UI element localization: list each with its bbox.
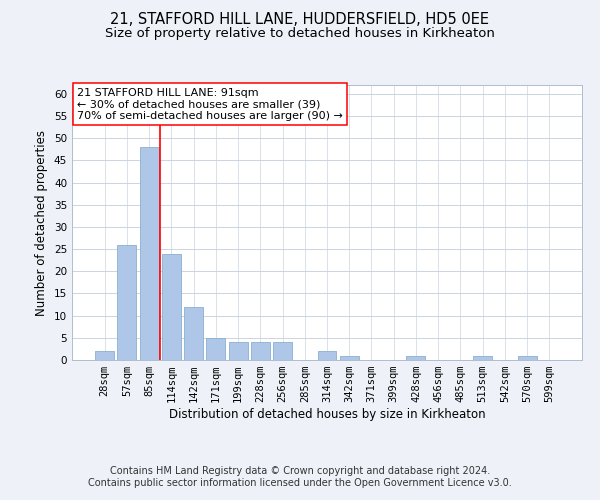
Bar <box>206 338 225 360</box>
Bar <box>317 351 337 360</box>
Bar <box>184 307 203 360</box>
Bar <box>473 356 492 360</box>
Bar <box>273 342 292 360</box>
Bar <box>229 342 248 360</box>
Text: 21, STAFFORD HILL LANE, HUDDERSFIELD, HD5 0EE: 21, STAFFORD HILL LANE, HUDDERSFIELD, HD… <box>110 12 490 28</box>
Text: 21 STAFFORD HILL LANE: 91sqm
← 30% of detached houses are smaller (39)
70% of se: 21 STAFFORD HILL LANE: 91sqm ← 30% of de… <box>77 88 343 121</box>
Bar <box>95 351 114 360</box>
X-axis label: Distribution of detached houses by size in Kirkheaton: Distribution of detached houses by size … <box>169 408 485 421</box>
Bar <box>251 342 270 360</box>
Text: Contains HM Land Registry data © Crown copyright and database right 2024.
Contai: Contains HM Land Registry data © Crown c… <box>88 466 512 487</box>
Text: Size of property relative to detached houses in Kirkheaton: Size of property relative to detached ho… <box>105 28 495 40</box>
Bar <box>518 356 536 360</box>
Bar <box>340 356 359 360</box>
Bar <box>140 147 158 360</box>
Bar <box>118 244 136 360</box>
Y-axis label: Number of detached properties: Number of detached properties <box>35 130 49 316</box>
Bar <box>162 254 181 360</box>
Bar <box>406 356 425 360</box>
